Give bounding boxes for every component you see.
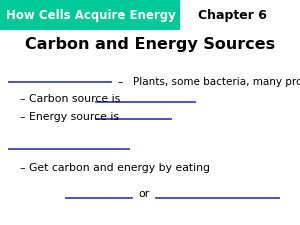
Text: – Get carbon and energy by eating: – Get carbon and energy by eating	[20, 163, 209, 173]
Text: How Cells Acquire Energy: How Cells Acquire Energy	[6, 9, 176, 22]
Text: or: or	[138, 189, 149, 199]
Text: Carbon and Energy Sources: Carbon and Energy Sources	[25, 38, 275, 52]
FancyBboxPatch shape	[0, 0, 180, 30]
Text: – Carbon source is: – Carbon source is	[20, 94, 120, 104]
Text: Chapter 6: Chapter 6	[198, 9, 267, 22]
Text: –   Plants, some bacteria, many protistans: – Plants, some bacteria, many protistans	[118, 77, 300, 87]
Text: – Energy source is: – Energy source is	[20, 112, 118, 122]
